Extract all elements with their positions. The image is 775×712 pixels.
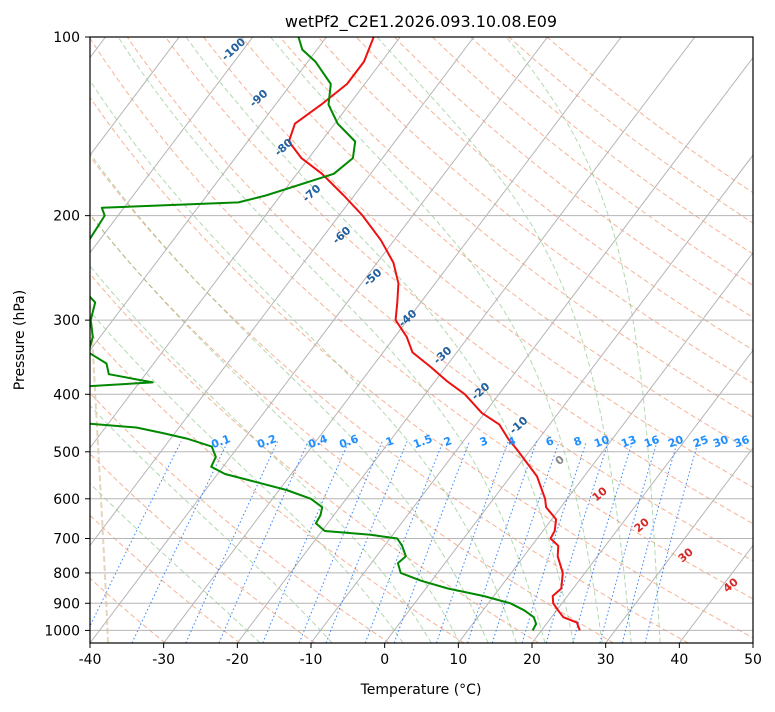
x-tick-label: -10 [300,652,323,668]
y-tick-label: 100 [53,30,80,46]
chart-title: wetPf2_C2E1.2026.093.10.08.E09 [285,12,557,32]
x-tick-label: 0 [380,652,389,668]
x-tick-label: 20 [523,652,541,668]
y-tick-label: 400 [53,387,80,403]
x-tick-label: -40 [79,652,102,668]
x-tick-label: 30 [597,652,615,668]
x-tick-label: 50 [744,652,762,668]
y-axis-label: Pressure (hPa) [12,290,28,390]
y-tick-label: 800 [53,566,80,582]
y-tick-label: 500 [53,445,80,461]
x-tick-label: -20 [226,652,249,668]
y-tick-label: 700 [53,532,80,548]
x-tick-label: 10 [449,652,467,668]
x-tick-label: -30 [152,652,175,668]
y-tick-label: 900 [53,596,80,612]
y-tick-label: 200 [53,209,80,225]
x-axis-label: Temperature (°C) [360,682,482,698]
y-tick-label: 600 [53,492,80,508]
y-tick-label: 1000 [44,623,80,639]
y-tick-label: 300 [53,313,80,329]
x-tick-label: 40 [670,652,688,668]
